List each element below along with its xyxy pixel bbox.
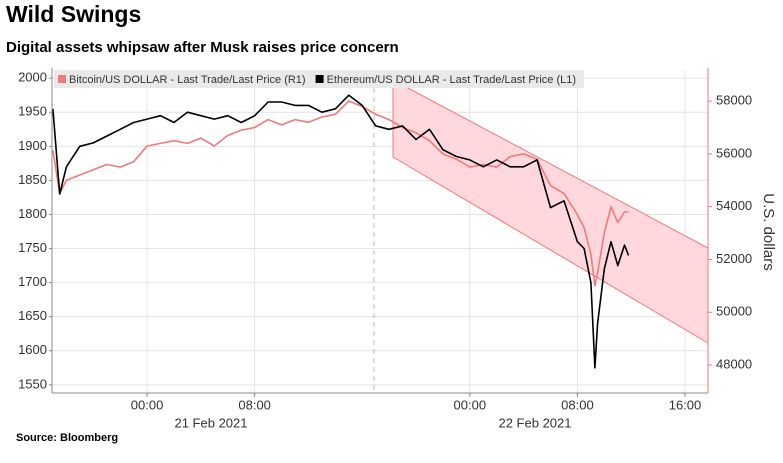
legend-label: Ethereum/US DOLLAR - Last Trade/Last Pri… (327, 74, 576, 86)
plot (52, 94, 630, 369)
source: Source: Bloomberg (16, 432, 118, 444)
y2-tick-label: 50000 (716, 304, 752, 319)
y2-tick-label: 54000 (716, 198, 752, 213)
x-tick-label: 16:00 (669, 397, 702, 412)
trend-channel (392, 79, 709, 344)
y-tick-label: 1550 (18, 376, 47, 391)
y-tick-label: 1600 (18, 342, 47, 357)
x-tick-label: 08:00 (238, 397, 271, 412)
y-tick-label: 1950 (18, 104, 47, 119)
y2-axis-label: U.S. dollars (760, 193, 777, 271)
y2-tick-label: 48000 (716, 356, 752, 371)
y2-tick-label: 56000 (716, 145, 752, 160)
y-tick-label: 1850 (18, 172, 47, 187)
y-tick-label: 1900 (18, 138, 47, 153)
series-line (52, 94, 630, 369)
y-tick-label: 2000 (18, 70, 47, 85)
x-tick-label: 00:00 (131, 397, 164, 412)
x-tick-label: 00:00 (454, 397, 487, 412)
legend-swatch (315, 75, 324, 83)
series-line (52, 100, 629, 287)
y2-tick-label: 58000 (716, 93, 752, 108)
date-label: 22 Feb 2021 (498, 415, 571, 430)
y-tick-label: 1650 (18, 308, 47, 323)
y-tick-label: 1700 (18, 274, 47, 289)
legend-label: Bitcoin/US DOLLAR - Last Trade/Last Pric… (69, 74, 306, 86)
chart-subtitle: Digital assets whipsaw after Musk raises… (6, 39, 399, 56)
chart-title: Wild Swings (6, 1, 141, 27)
y-tick-label: 1800 (18, 206, 47, 221)
x-tick-label: 08:00 (561, 397, 594, 412)
y2-tick-label: 52000 (716, 251, 752, 266)
legend-swatch (58, 75, 66, 83)
y-tick-label: 1750 (18, 240, 47, 255)
legend: Bitcoin/US DOLLAR - Last Trade/Last Pric… (54, 70, 585, 88)
date-label: 21 Feb 2021 (174, 415, 247, 430)
